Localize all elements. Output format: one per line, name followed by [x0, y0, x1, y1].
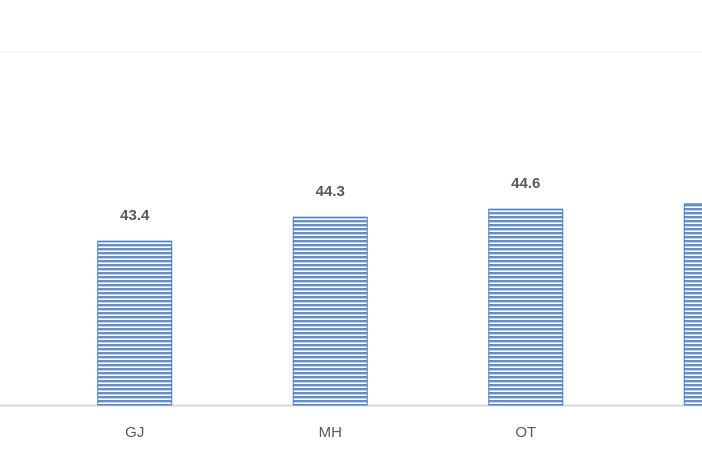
data-label: 43.4 [120, 207, 150, 224]
bar [97, 240, 173, 406]
bar [683, 203, 702, 406]
data-label: 44.6 [511, 175, 540, 192]
data-label: 44.3 [316, 183, 345, 200]
x-tick-label: MH [319, 424, 342, 441]
x-tick-label: OT [515, 424, 536, 441]
x-tick-label: GJ [125, 424, 144, 441]
bar [292, 216, 368, 406]
bar [488, 208, 564, 406]
